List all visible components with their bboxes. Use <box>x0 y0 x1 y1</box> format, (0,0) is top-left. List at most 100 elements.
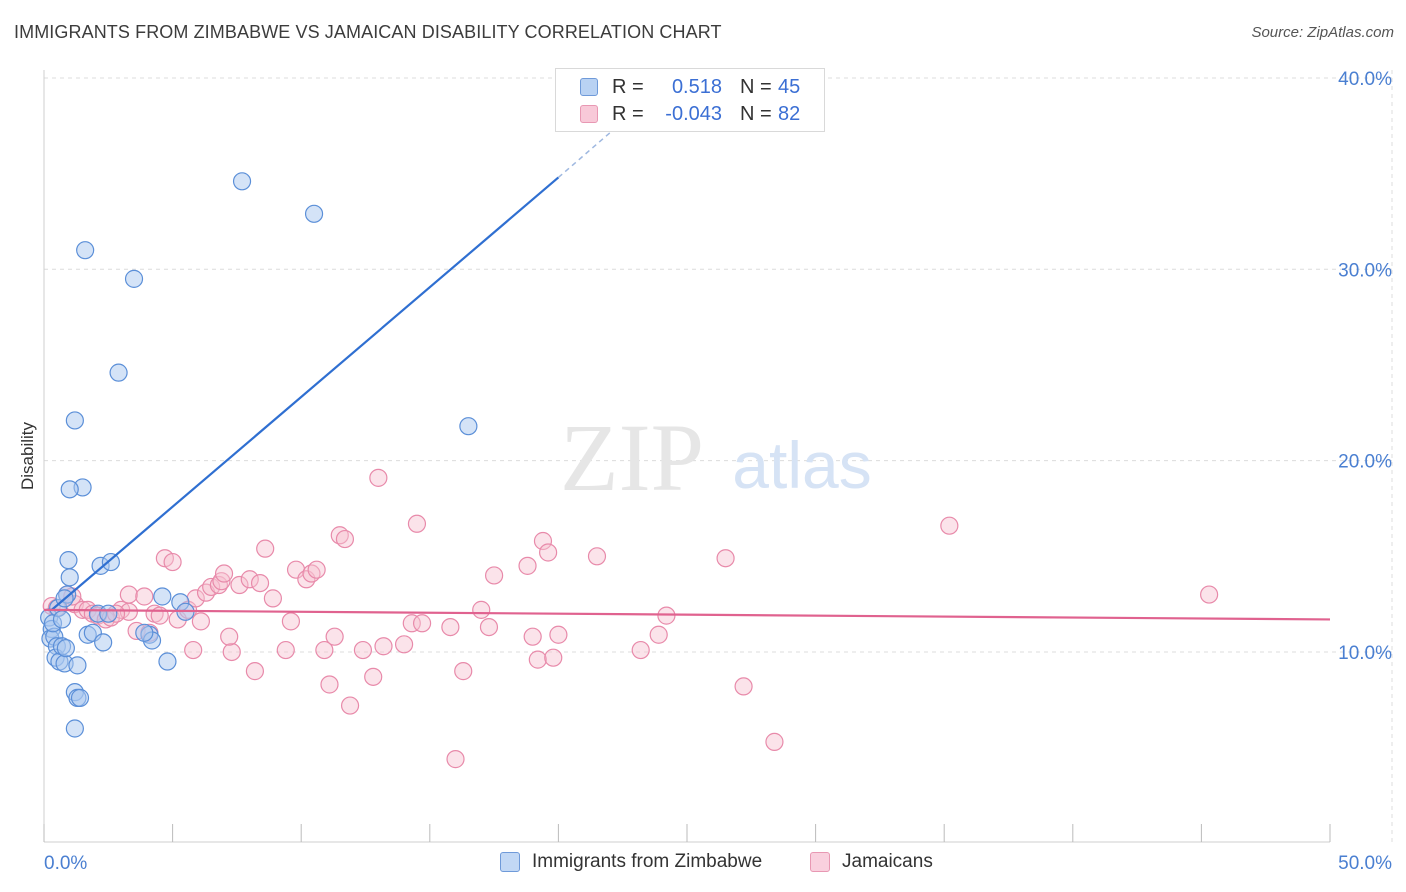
point-zimbabwe <box>124 269 144 288</box>
point-jamaicans <box>407 514 427 533</box>
axes <box>43 70 1331 843</box>
legend-item-zimbabwe: Immigrants from Zimbabwe <box>500 851 762 873</box>
point-jamaicans <box>369 468 388 487</box>
point-jamaicans <box>250 573 270 593</box>
point-jamaicans <box>649 625 668 644</box>
point-jamaicans <box>325 627 344 646</box>
point-jamaicans <box>256 539 275 558</box>
point-jamaicans <box>374 637 393 656</box>
series-zimbabwe <box>40 172 478 738</box>
point-jamaicans <box>335 529 355 549</box>
point-zimbabwe <box>99 604 118 623</box>
point-jamaicans <box>230 575 249 595</box>
point-zimbabwe <box>459 417 478 436</box>
legend-row-jamaicans: R = -0.043 N = 82 <box>580 101 800 127</box>
point-jamaicans <box>544 648 563 667</box>
point-zimbabwe <box>60 568 79 587</box>
point-jamaicans <box>315 640 334 660</box>
point-zimbabwe <box>52 610 72 629</box>
y-tick-label: 10.0% <box>1338 643 1392 664</box>
point-jamaicans <box>441 617 460 637</box>
y-tick-label: 40.0% <box>1338 69 1392 90</box>
point-jamaicans <box>163 552 182 572</box>
legend-swatch-pink <box>580 105 598 123</box>
legend-swatch-blue <box>580 78 598 96</box>
gridlines <box>44 70 1393 842</box>
point-zimbabwe <box>109 363 128 382</box>
r-value: 0.518 <box>671 75 722 98</box>
legend-label-zimbabwe: Immigrants from Zimbabwe <box>532 851 763 872</box>
point-jamaicans <box>485 566 504 585</box>
point-zimbabwe <box>158 652 177 671</box>
point-jamaicans <box>394 635 414 654</box>
point-jamaicans <box>245 662 265 681</box>
point-jamaicans <box>734 677 753 696</box>
point-jamaicans <box>518 556 537 575</box>
point-jamaicans <box>539 543 558 562</box>
n-label: N = <box>740 102 772 125</box>
point-zimbabwe <box>153 587 172 606</box>
point-jamaicans <box>222 642 241 662</box>
legend-swatch-blue <box>500 852 520 872</box>
point-jamaicans <box>479 617 499 637</box>
point-zimbabwe <box>135 623 154 642</box>
point-jamaicans <box>402 614 421 633</box>
point-jamaicans <box>533 531 553 551</box>
point-jamaicans <box>214 564 234 583</box>
y-tick-label: 20.0% <box>1338 452 1392 473</box>
point-jamaicans <box>1200 585 1219 604</box>
point-zimbabwe <box>65 719 84 738</box>
point-zimbabwe <box>60 480 79 499</box>
trend-line-jamaicans <box>43 608 1331 621</box>
point-jamaicans <box>454 662 473 681</box>
point-jamaicans <box>587 547 607 566</box>
point-jamaicans <box>220 627 239 646</box>
point-jamaicans <box>716 549 735 568</box>
watermark-atlas: atlas <box>732 428 871 502</box>
r-label: R = <box>612 75 644 98</box>
source-label: Source: ZipAtlas.com <box>1251 24 1394 41</box>
point-jamaicans <box>549 625 568 644</box>
series-jamaicans <box>42 468 1219 769</box>
correlation-legend: R = 0.518 N = 45 R = -0.043 N = 82 <box>555 68 825 132</box>
legend-row-zimbabwe: R = 0.518 N = 45 <box>580 74 800 100</box>
r-label: R = <box>612 102 644 125</box>
point-zimbabwe <box>76 241 95 260</box>
point-zimbabwe <box>232 172 252 191</box>
point-jamaicans <box>119 585 138 604</box>
point-jamaicans <box>320 675 339 694</box>
point-zimbabwe <box>68 656 87 675</box>
legend-swatch-pink <box>810 852 830 872</box>
point-jamaicans <box>240 570 259 589</box>
n-value: 82 <box>778 102 801 125</box>
point-jamaicans <box>263 589 283 608</box>
point-jamaicans <box>523 627 542 646</box>
n-label: N = <box>740 75 772 98</box>
point-jamaicans <box>191 612 210 631</box>
point-jamaicans <box>340 696 360 715</box>
r-value: -0.043 <box>665 102 722 125</box>
point-zimbabwe <box>101 552 120 572</box>
point-zimbabwe <box>56 639 75 658</box>
point-jamaicans <box>353 640 373 660</box>
series-legend: Immigrants from Zimbabwe Jamaicans <box>0 851 1406 877</box>
point-zimbabwe <box>59 551 78 570</box>
point-jamaicans <box>765 732 784 751</box>
x-tick-label: 50.0% <box>1338 853 1392 874</box>
point-jamaicans <box>472 600 491 619</box>
point-jamaicans <box>528 650 547 669</box>
point-jamaicans <box>184 640 203 660</box>
point-zimbabwe <box>65 411 84 430</box>
y-tick-label: 30.0% <box>1338 260 1392 281</box>
point-zimbabwe <box>70 688 90 707</box>
point-jamaicans <box>307 560 326 579</box>
tick-labels: 10.0% 20.0% 30.0% 40.0% 0.0% 50.0% <box>44 69 1392 874</box>
point-jamaicans <box>276 640 295 660</box>
point-zimbabwe <box>94 633 113 652</box>
point-jamaicans <box>631 640 650 660</box>
point-jamaicans <box>940 516 959 535</box>
point-jamaicans <box>281 612 301 631</box>
watermark-zip: ZIP <box>560 404 704 511</box>
watermark: ZIP atlas <box>560 404 872 511</box>
